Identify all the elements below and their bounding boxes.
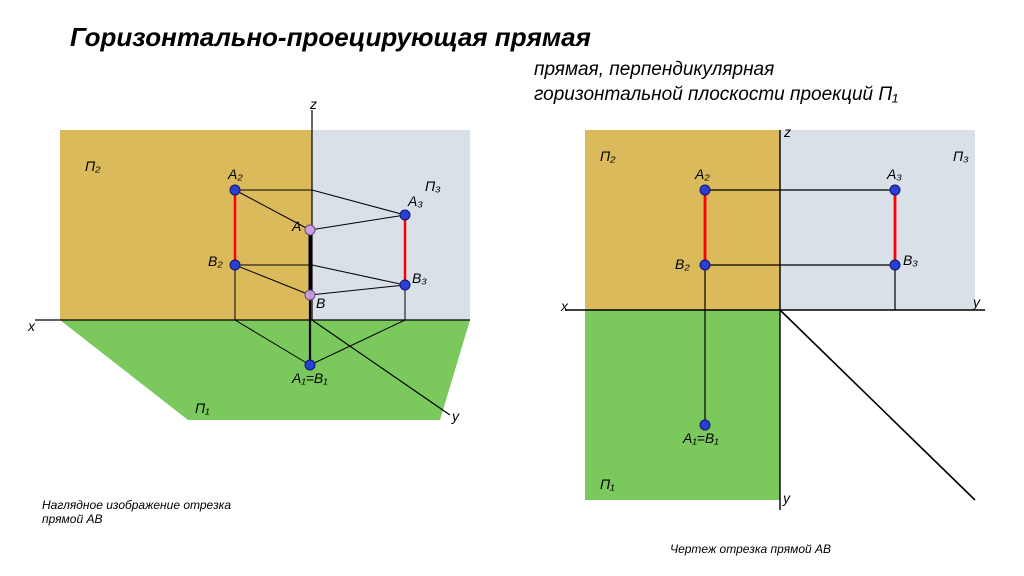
subtitle-line2: горизонтальной плоскости проекций П₁ [534, 84, 898, 105]
label-p2: П₂ [85, 158, 100, 174]
label-p1: П₁ [195, 400, 210, 416]
plane-p3 [312, 130, 470, 320]
label-y-e: y [973, 294, 980, 310]
label-b: B [316, 295, 325, 311]
label-b3: B₃ [412, 270, 427, 286]
label-a2: A₂ [228, 166, 243, 182]
diagram-epure: z x y y П₂ П₃ П₁ A₂ A₃ B₂ B₃ A₁=B₁ [555, 130, 995, 530]
label-x-e: x [561, 298, 568, 314]
label-p1-e: П₁ [600, 476, 615, 492]
label-y: y [452, 408, 459, 424]
label-a3: A₃ [408, 193, 423, 209]
subtitle-line1: прямая, перпендикулярная [534, 59, 774, 80]
plane-p1 [60, 320, 470, 420]
point-b [305, 290, 315, 300]
axis-y-diag [780, 310, 975, 500]
point-a2 [230, 185, 240, 195]
label-z: z [310, 96, 317, 112]
pt-a3-e [890, 185, 900, 195]
label-a1b1: A₁=B₁ [292, 370, 328, 386]
point-b2 [230, 260, 240, 270]
pt-a1b1-e [700, 420, 710, 430]
label-b3-e: B₃ [903, 252, 918, 268]
label-a: A [292, 218, 301, 234]
label-y2-e: y [783, 490, 790, 506]
point-a1b1 [305, 360, 315, 370]
diagram-3d-svg [30, 100, 490, 480]
label-a1b1-e: A₁=B₁ [683, 430, 719, 446]
label-b2: B₂ [208, 253, 223, 269]
plane-p1-rect [585, 310, 780, 500]
pt-b2-e [700, 260, 710, 270]
caption-right: Чертеж отрезка прямой AB [670, 542, 831, 556]
subtitle: прямая, перпендикулярная горизонтальной … [534, 58, 994, 107]
diagram-3d: z x y П₂ П₃ П₁ A₂ B₂ A₃ B₃ A B A₁=B₁ [30, 100, 490, 480]
label-b2-e: B₂ [675, 256, 690, 272]
pt-a2-e [700, 185, 710, 195]
label-p2-e: П₂ [600, 148, 615, 164]
caption-left: Наглядное изображение отрезка прямой AB [42, 498, 262, 526]
label-x: x [28, 318, 35, 334]
point-a3 [400, 210, 410, 220]
label-p3: П₃ [425, 178, 441, 194]
plane-p3-rect [780, 130, 975, 310]
diagram-epure-svg [555, 130, 995, 530]
point-b3 [400, 280, 410, 290]
label-z-e: z [784, 124, 791, 140]
label-p3-e: П₃ [953, 148, 969, 164]
page-title: Горизонтально-проецирующая прямая [70, 22, 591, 53]
pt-b3-e [890, 260, 900, 270]
label-a3-e: A₃ [887, 166, 902, 182]
label-a2-e: A₂ [695, 166, 710, 182]
point-a [305, 225, 315, 235]
